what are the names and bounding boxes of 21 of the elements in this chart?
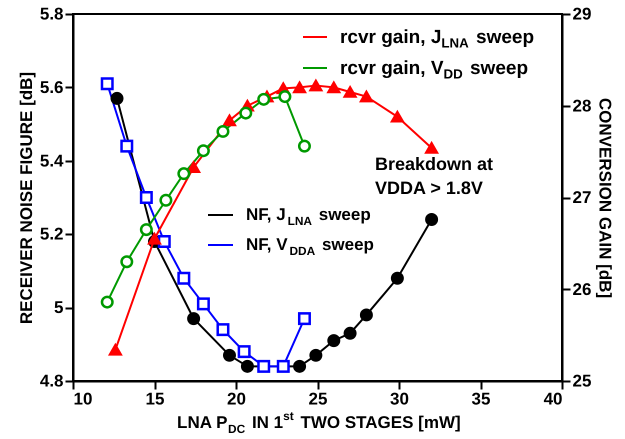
y-tick-label: 5	[54, 298, 64, 318]
x-tick-label: 15	[146, 390, 164, 408]
annotation: Breakdown at VDDA > 1.8V	[375, 154, 494, 198]
x-tick-label: 35	[472, 390, 490, 408]
x-tick-label: 30	[390, 390, 409, 408]
y-tick-label: 5.2	[40, 224, 64, 244]
y2-tick-label: 29	[572, 4, 592, 24]
y-tick-label: 5.4	[40, 151, 64, 170]
x-tick-label: 40	[544, 390, 562, 408]
y2-tick-label: 25	[572, 372, 592, 390]
y-tick-label: 5.8	[40, 4, 64, 24]
y2-tick-label: 27	[572, 188, 592, 207]
y-tick-label: 4.8	[40, 372, 64, 390]
y2-axis-title: CONVERSION GAIN [dB]	[595, 98, 614, 298]
y-axis-title: RECEIVER NOISE FIGURE [dB]	[16, 72, 36, 324]
x-tick-label: 10	[74, 390, 92, 408]
y2-tick-label: 26	[572, 280, 592, 299]
x-tick-label: 20	[227, 390, 246, 408]
y2-tick-label: 28	[572, 96, 592, 116]
x-tick-label: 25	[308, 390, 328, 408]
y-tick-label: 5.6	[40, 78, 64, 97]
